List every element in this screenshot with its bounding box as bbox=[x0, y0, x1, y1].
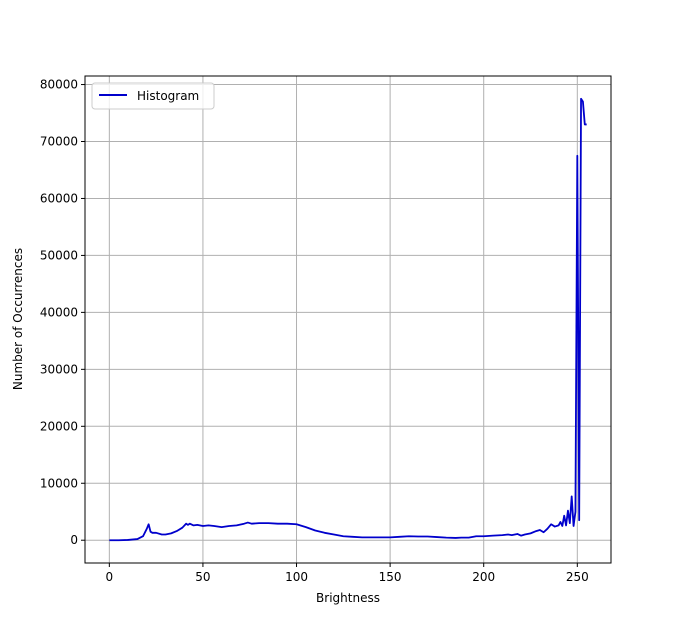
y-tick-label: 0 bbox=[70, 533, 78, 547]
y-tick-label: 50000 bbox=[40, 248, 78, 262]
x-tick-label: 200 bbox=[472, 570, 495, 584]
y-tick-label: 10000 bbox=[40, 476, 78, 490]
series-lines bbox=[109, 97, 587, 542]
legend: Histogram bbox=[91, 82, 215, 110]
y-tick-label: 30000 bbox=[40, 362, 78, 376]
x-tick-label: 50 bbox=[195, 570, 210, 584]
y-tick-label: 20000 bbox=[40, 419, 78, 433]
x-tick-label: 150 bbox=[379, 570, 402, 584]
y-tick-label: 70000 bbox=[40, 135, 78, 149]
x-axis-ticks: 0 50 100 150 200 250 bbox=[106, 563, 589, 584]
y-tick-label: 60000 bbox=[40, 191, 78, 205]
plot-frame bbox=[84, 75, 612, 564]
x-axis-label: Brightness bbox=[316, 591, 380, 605]
x-tick-label: 250 bbox=[566, 570, 589, 584]
y-tick-label: 40000 bbox=[40, 305, 78, 319]
y-axis-label: Number of Occurrences bbox=[11, 248, 25, 390]
grid-lines bbox=[85, 76, 611, 563]
x-tick-label: 100 bbox=[285, 570, 308, 584]
legend-box bbox=[91, 82, 215, 110]
x-tick-label: 0 bbox=[106, 570, 114, 584]
series-line-histogram bbox=[109, 97, 587, 542]
y-axis-ticks: 0 10000 20000 30000 40000 50000 60000 70000 8000… bbox=[40, 78, 85, 547]
legend-label-histogram: Histogram bbox=[137, 89, 199, 103]
y-tick-label: 80000 bbox=[40, 78, 78, 92]
